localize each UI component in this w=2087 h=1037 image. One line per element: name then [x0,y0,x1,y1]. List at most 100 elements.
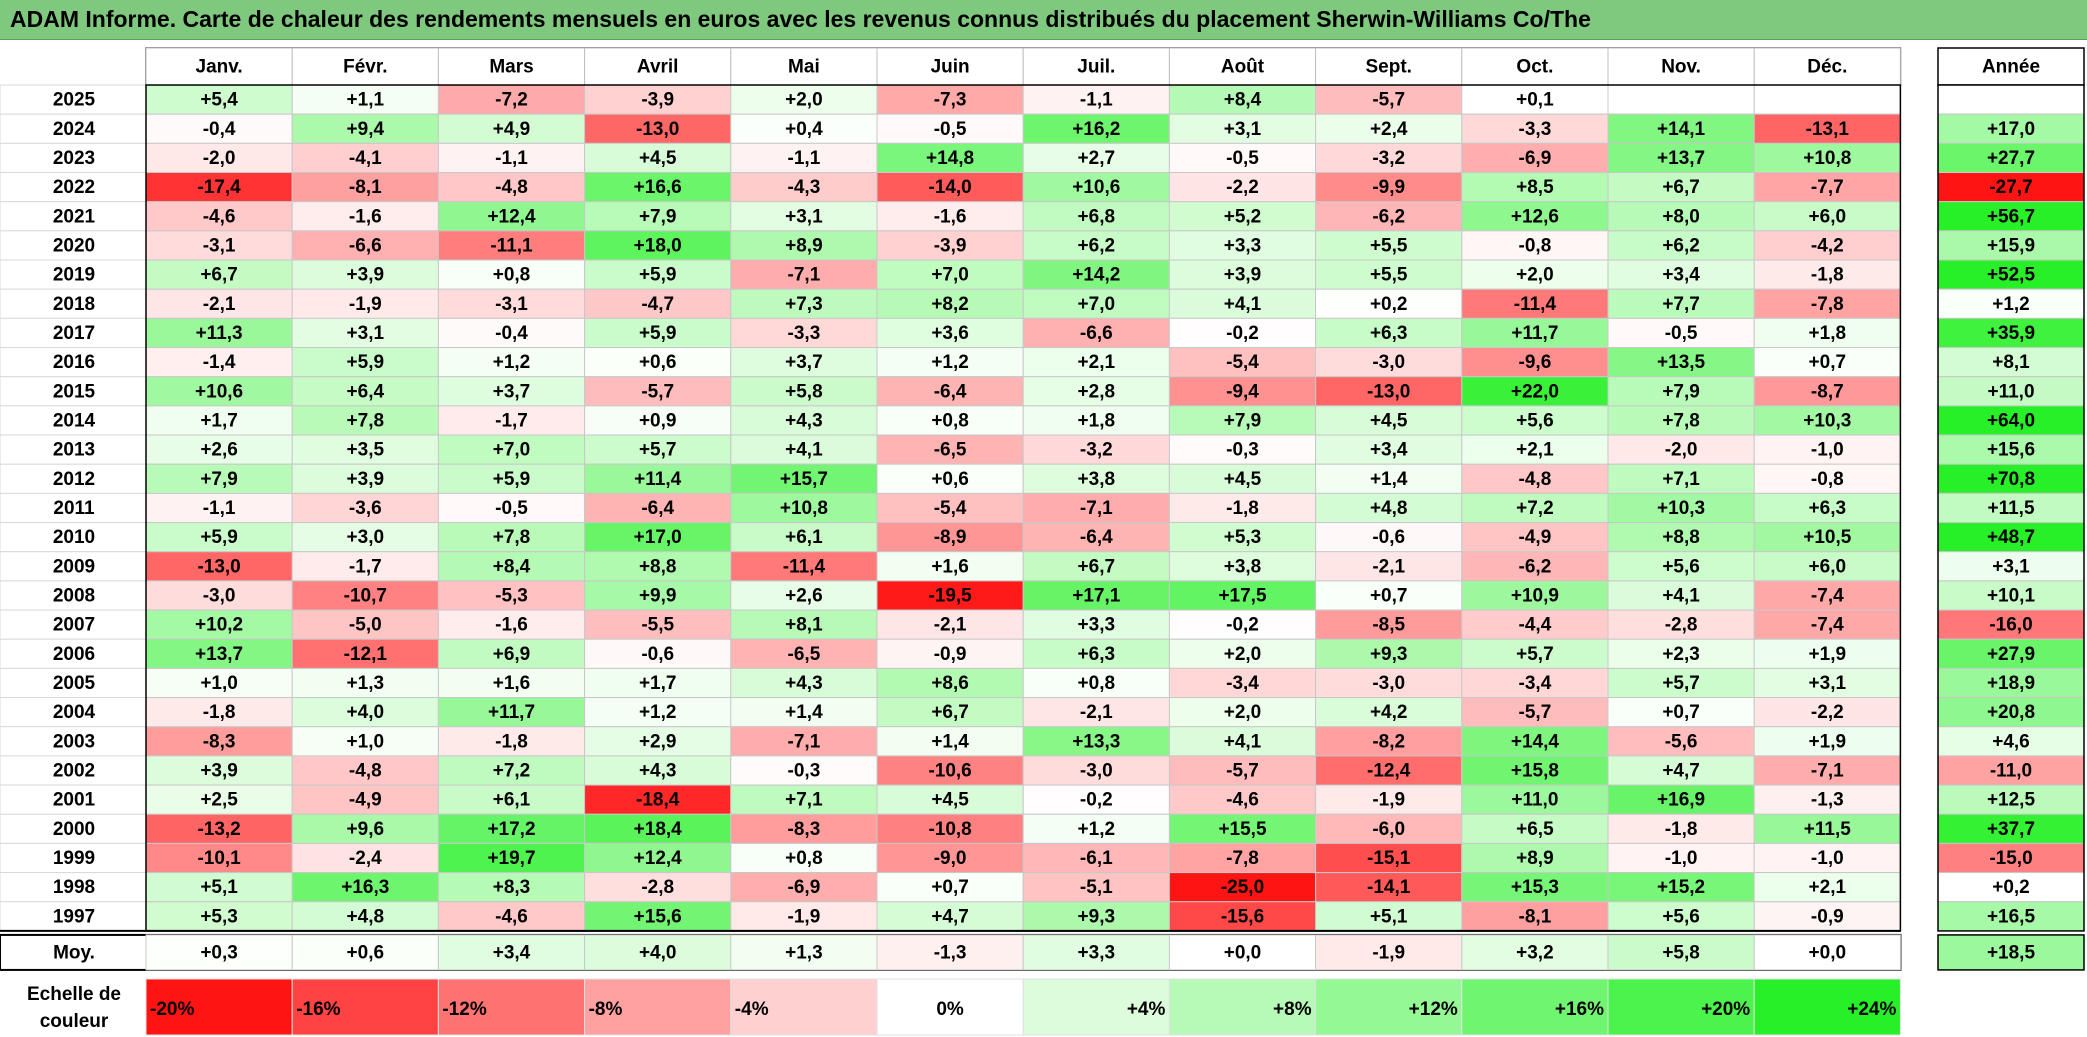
heat-cell [584,842,732,874]
heat-cell [876,347,1024,378]
heat-cell [1168,288,1317,319]
heat-cell [1022,376,1170,407]
heat-cell-value: +7,8 [1662,410,1700,431]
annual-cell [1937,755,2085,786]
annual-cell [1937,492,2085,524]
heat-cell [1607,667,1755,699]
heat-cell-value: -4,9 [1519,527,1552,548]
scale-swatch-label: +8% [1273,999,1312,1020]
heat-cell [1168,784,1317,815]
heat-cell [584,872,732,903]
heat-cell-value: -7,1 [1811,761,1844,782]
average-cell-value: +3,2 [1516,942,1554,963]
heat-cell-value: +5,5 [1370,235,1408,256]
heat-cell [1753,172,1901,203]
heat-cell-value: +10,6 [1072,177,1120,198]
heat-cell-value: +7,9 [1662,381,1700,402]
heat-cell-value: -3,1 [495,294,528,315]
year-label: 2021 [53,206,96,227]
heat-cell-value: +3,1 [347,323,385,344]
heat-cell-value: +15,8 [1511,761,1559,782]
average-annual-cell [1937,934,2085,971]
heat-cell [1753,230,1901,261]
heat-cell [1315,522,1463,553]
annual-cell [1937,784,2085,815]
month-header: Avril [637,57,679,78]
heat-cell [291,230,439,261]
heat-cell [1607,317,1755,349]
heat-cell-value: +8,0 [1662,206,1700,227]
year-label: 2010 [53,527,95,548]
heat-cell [1315,172,1463,203]
scale-swatch-label: -8% [589,999,623,1020]
annual-cell-value: -16,0 [1989,615,2032,636]
heat-cell [1168,347,1317,378]
heat-cell-value: +5,7 [1662,673,1700,694]
scale-swatch [291,978,439,1036]
heat-cell-value: -6,2 [1519,556,1552,577]
heat-cell [1022,580,1170,611]
heat-cell [1022,259,1170,290]
heat-cell-value: +9,4 [347,119,385,140]
heat-cell-value: +2,3 [1662,644,1700,665]
heat-cell-value: +6,7 [1662,177,1700,198]
heat-cell [876,259,1024,290]
heat-cell-value: -6,0 [1372,819,1405,840]
heat-cell-value: -5,0 [349,615,382,636]
annual-cell-value: +10,1 [1987,585,2036,606]
heat-cell-value: +2,6 [200,440,238,461]
heat-cell-value: +2,1 [1078,352,1116,373]
heat-cell [1315,755,1463,786]
heat-cell [1461,580,1609,611]
heat-cell [437,697,586,728]
heat-cell-value: -14,1 [1367,877,1411,898]
heat-cell [1607,84,1755,115]
month-header: Oct. [1516,57,1553,78]
heat-cell [876,434,1024,465]
heat-cell [876,376,1024,407]
heat-cell [1168,405,1317,436]
heat-cell-value: +13,3 [1072,731,1120,752]
heat-cell-value: -8,1 [1519,906,1552,927]
heat-cell [584,901,732,932]
heat-cell-value: +1,8 [1809,323,1847,344]
heat-cell [584,113,732,144]
heat-cell [291,434,439,465]
heat-cell-value: -5,6 [1665,731,1698,752]
heat-cell-value: +16,3 [341,877,389,898]
heat-cell [1753,317,1901,349]
heat-cell [876,580,1024,611]
heat-cell [145,230,293,261]
heat-cell-value: +5,9 [200,527,238,548]
heat-cell-value: +6,2 [1662,235,1700,256]
average-cell-value: +0,6 [347,942,385,963]
heat-cell-value: -7,1 [788,731,821,752]
heat-cell [145,697,293,728]
heat-cell-value: -4,2 [1811,235,1844,256]
annual-cell [1937,726,2085,757]
heat-cell [1168,84,1317,115]
annual-cell [1937,288,2085,319]
heat-cell [1461,726,1609,757]
heat-cell [1607,172,1755,203]
heat-cell-value: -9,6 [1519,352,1552,373]
heat-cell [876,901,1024,932]
heat-cell [1753,376,1901,407]
heat-cell-value: +1,0 [200,673,238,694]
heat-cell-value: +11,3 [196,323,243,344]
heat-cell-value: +12,4 [634,848,683,869]
heat-cell [291,492,439,524]
heat-cell [1607,288,1755,319]
month-header: Févr. [343,57,387,78]
heat-cell-value: +5,9 [639,323,677,344]
heat-cell-value: -10,8 [928,819,971,840]
heat-cell-value: -1,1 [1080,90,1113,111]
heat-cell-value: +0,6 [931,469,969,490]
average-cell-value: +3,3 [1078,942,1116,963]
scale-swatch [1315,978,1463,1036]
heat-cell-value: +0,8 [493,265,531,286]
heat-cell-value: +6,1 [493,790,531,811]
heat-cell-value: +22,0 [1511,381,1559,402]
annual-cell [1937,813,2085,844]
scale-swatch [1461,978,1609,1036]
